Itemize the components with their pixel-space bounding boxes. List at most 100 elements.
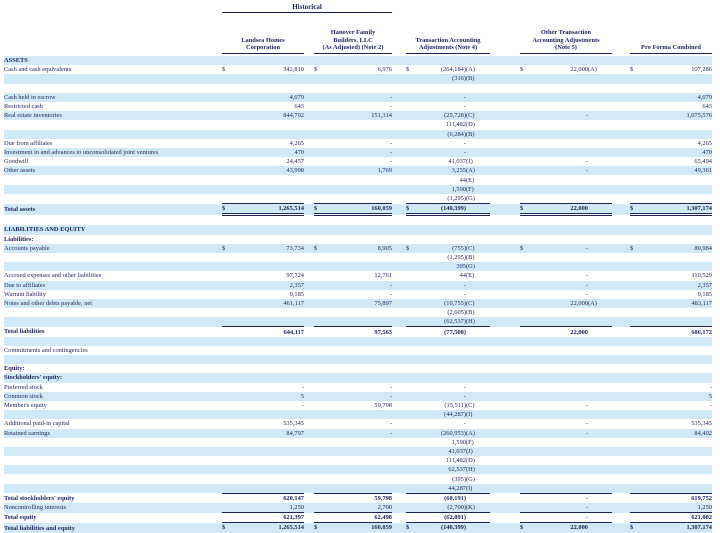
dollar-sign [630,355,642,364]
column-gap [304,253,314,262]
column-gap [490,484,520,494]
column-gap [612,253,630,262]
row-label [4,355,222,364]
amount-cell [642,447,712,456]
amount-cell: (10,755) [444,299,466,307]
column-gap [490,74,520,83]
amount-cell [234,120,304,129]
dollar-sign [406,383,418,392]
amount-cell: 111,482 [445,457,466,465]
note-letter [588,503,612,513]
row-adjustment-line: (44,287) (I) [4,410,712,420]
column-gap [392,484,406,494]
row-restricted-cash: Restricted cash 643 - - 643 [4,102,712,111]
dollar-sign [222,492,234,503]
row-liabilities: Liabilities: [4,235,712,244]
column-gap [490,447,520,456]
amount-cell [326,308,392,317]
dollar-sign [520,84,532,93]
dollar-sign [314,262,326,271]
amount-cell: - [389,429,392,437]
amount-cell: - [463,383,466,391]
dollar-sign [520,383,532,392]
column-gap [392,194,406,204]
dollar-sign [222,84,234,93]
note-letter [588,235,612,244]
amount-cell [234,84,304,93]
dollar-sign [520,401,532,410]
amount-cell: - [389,420,392,428]
column-gap [304,244,314,253]
note-letter [466,281,490,290]
column-gap [392,438,406,447]
amount-cell: (1,295) [447,254,466,262]
column-gap [392,447,406,456]
note-letter [588,401,612,410]
column-gap [304,429,314,438]
column-gap [612,225,630,234]
column-gap [612,74,630,83]
amount-cell: 1,307,174 [642,522,712,533]
amount-cell: 395 [456,263,466,271]
amount-cell [532,120,588,129]
column-gap [392,392,406,401]
note-letter [588,202,612,217]
column-gap [612,410,630,419]
row-label [4,74,222,83]
amount-cell: (15,511) [444,402,466,410]
amount-cell: - [585,290,588,298]
dollar-sign [520,130,532,139]
column-gap [304,438,314,447]
amount-cell [234,438,304,447]
row-assets: ASSETS [4,56,712,66]
dollar-sign [520,262,532,271]
column-gap [612,271,630,280]
row-label: Due to affiliates [4,281,46,289]
dollar-sign [314,512,326,523]
column-gap [490,410,520,419]
note-letter [466,492,490,503]
column-gap [304,474,314,483]
column-gap [392,244,406,253]
dollar-sign [222,130,234,139]
note-letter [588,166,612,175]
column-gap [490,102,520,111]
row-label: Retained earnings [4,429,50,437]
dollar-sign [406,512,418,523]
note-letter: (H) [466,318,475,326]
column-gap [392,290,406,299]
amount-cell [642,225,712,234]
row-adjustment-line: 395 (G) [4,262,712,272]
dollar-sign [630,84,642,93]
column-gap [392,262,406,271]
column-gap [304,523,314,533]
row-other-assets: Other assets 43,998 1,769 3,255 (A) - 49,361 [4,166,712,176]
row-warrant-liability: Warrant liability 9,185 - - - 9,185 [4,290,712,299]
column-gap [392,185,406,194]
column-gap [392,139,406,148]
amount-cell: 5 [300,392,304,400]
amount-cell [234,317,304,327]
dollar-sign [520,56,532,65]
dollar-sign: $ [314,66,318,74]
amount-cell [326,447,392,456]
amount-cell [642,410,712,419]
dollar-sign [406,326,418,337]
dollar-sign [314,346,326,355]
amount-cell: 22,000 [532,326,588,337]
amount-cell [234,337,304,346]
note-letter [466,419,490,428]
dollar-sign [406,120,418,129]
amount-cell: 621,397 [234,512,304,523]
amount-cell: - [389,290,392,298]
amount-cell: 620,147 [234,492,304,503]
dollar-sign [222,120,234,129]
amount-cell: - [532,492,588,503]
dollar-sign [406,175,418,184]
amount-cell: - [585,244,588,252]
column-gap [612,185,630,194]
amount-cell [326,337,392,346]
dollar-sign [222,447,234,456]
note-letter [588,419,612,428]
column-gap [612,102,630,111]
